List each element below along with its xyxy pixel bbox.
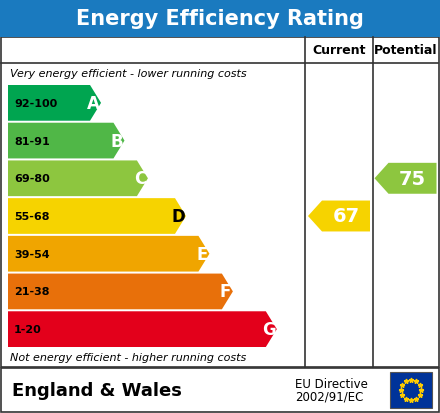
Text: 21-38: 21-38 <box>14 287 49 297</box>
Text: 69-80: 69-80 <box>14 174 50 184</box>
Text: 75: 75 <box>399 169 426 188</box>
Bar <box>0 0 440 38</box>
Polygon shape <box>374 164 436 194</box>
Bar <box>390 372 432 408</box>
Polygon shape <box>8 86 101 121</box>
Text: Very energy efficient - lower running costs: Very energy efficient - lower running co… <box>10 69 247 79</box>
Text: 1-20: 1-20 <box>14 324 42 335</box>
Polygon shape <box>8 199 186 234</box>
Text: Potential: Potential <box>374 44 437 57</box>
Polygon shape <box>8 311 277 347</box>
Text: B: B <box>111 132 123 150</box>
Polygon shape <box>8 274 233 309</box>
Text: D: D <box>172 207 185 225</box>
Text: 39-54: 39-54 <box>14 249 50 259</box>
Polygon shape <box>8 161 148 197</box>
Text: 67: 67 <box>333 207 359 226</box>
Polygon shape <box>8 123 125 159</box>
Text: F: F <box>220 283 231 301</box>
Text: England & Wales: England & Wales <box>12 381 182 399</box>
Text: E: E <box>196 245 208 263</box>
Polygon shape <box>8 236 209 272</box>
Text: A: A <box>87 95 100 113</box>
Text: Energy Efficiency Rating: Energy Efficiency Rating <box>76 9 364 29</box>
Text: 81-91: 81-91 <box>14 136 50 146</box>
Polygon shape <box>308 201 370 232</box>
Text: 92-100: 92-100 <box>14 99 57 109</box>
Text: 2002/91/EC: 2002/91/EC <box>295 389 363 403</box>
Text: C: C <box>134 170 147 188</box>
Bar <box>1 368 439 412</box>
Text: Not energy efficient - higher running costs: Not energy efficient - higher running co… <box>10 352 246 362</box>
Text: Current: Current <box>312 44 366 57</box>
Text: 55-68: 55-68 <box>14 211 49 221</box>
Bar <box>1 38 439 367</box>
Text: EU Directive: EU Directive <box>295 377 368 391</box>
Text: G: G <box>263 320 276 338</box>
